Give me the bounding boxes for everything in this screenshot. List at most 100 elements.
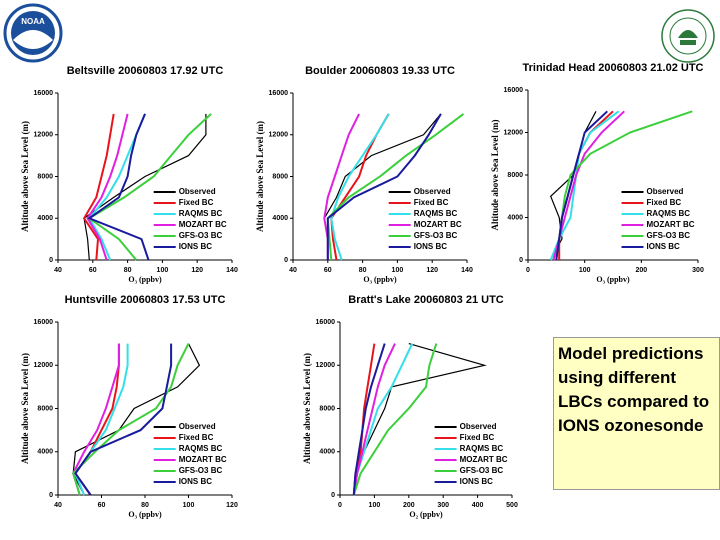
chart: Boulder 20060803 19.33 UTC 40 60 80 100 120 14… [255,65,473,284]
y-tick-label: 4000 [37,215,53,222]
profile-line [555,110,608,261]
x-tick-label: 60 [89,267,97,274]
logo-text: NOAA [21,17,45,26]
x-tick-label: 120 [191,267,203,274]
legend-label: Observed [647,187,684,196]
x-tick-label: 0 [526,267,530,274]
profile-line [352,343,438,496]
profile-line [83,113,207,261]
legend-label: Observed [179,422,216,431]
legend-label: GFS-O3 BC [647,231,691,240]
chart: Huntsville 20060803 17.53 UTC 40 60 80 100 12… [20,294,238,519]
legend-label: GFS-O3 BC [460,466,504,475]
y-axis-label: Altitude above Sea Level (m) [302,353,312,464]
x-tick-label: 40 [289,267,297,274]
x-tick-label: 200 [403,502,415,509]
y-tick-label: 8000 [37,173,53,180]
y-tick-label: 4000 [507,214,523,221]
chart: Bratt's Lake 20060803 21 UTC 0 100 200 300 40… [302,294,518,519]
y-axis-label: Altitude above Sea Level (m) [20,353,30,464]
x-axis-label: O₂ (ppbv) [409,510,443,519]
x-axis-label: O₃ (ppbv) [596,275,630,284]
y-tick-label: 8000 [507,172,523,179]
y-tick-label: 16000 [34,319,54,326]
y-tick-label: 4000 [319,449,335,456]
legend-label: Fixed BC [179,433,214,442]
chart-title: Boulder 20060803 19.33 UTC [305,65,455,77]
legend-label: Fixed BC [647,198,682,207]
chart-title: Huntsville 20060803 17.53 UTC [65,294,226,306]
x-tick-label: 300 [437,502,449,509]
x-tick-label: 40 [54,267,62,274]
profile-line [352,343,396,496]
y-tick-label: 0 [284,257,288,264]
x-tick-label: 120 [426,267,438,274]
legend-label: IONS BC [460,477,494,486]
y-tick-label: 8000 [319,405,335,412]
x-tick-label: 80 [359,267,367,274]
x-tick-label: 100 [157,267,169,274]
profile-line [86,113,129,261]
legend-label: Observed [179,187,216,196]
y-tick-label: 12000 [269,132,289,139]
y-axis-label: Altitude above Sea Level (m) [490,120,500,231]
legend-label: RAQMS BC [647,209,691,218]
legend-label: IONS BC [414,242,448,251]
legend-label: Fixed BC [179,198,214,207]
legend-label: RAQMS BC [414,209,458,218]
chart: Trinidad Head 20060803 21.02 UTC 0 100 200 3… [490,62,704,284]
legend-label: MOZART BC [414,220,462,229]
legend-label: Fixed BC [414,198,449,207]
y-tick-label: 12000 [316,362,336,369]
x-axis-label: O₃ (ppbv) [128,275,162,284]
legend-label: MOZART BC [179,455,227,464]
profile-line [82,113,115,261]
y-axis-label: Altitude above Sea Level (m) [20,121,30,232]
noaa-logo: NOAA [3,3,63,63]
x-tick-label: 0 [338,502,342,509]
x-tick-label: 80 [141,502,149,509]
x-axis-label: O₃ (ppbv) [363,275,397,284]
x-tick-label: 100 [579,267,591,274]
legend-label: GFS-O3 BC [179,466,223,475]
legend-label: GFS-O3 BC [179,231,223,240]
x-tick-label: 100 [369,502,381,509]
y-axis-label: Altitude above Sea Level (m) [255,121,265,232]
profile-line [330,113,390,261]
profile-line [74,343,120,496]
chart-title: Trinidad Head 20060803 21.02 UTC [523,62,704,74]
x-tick-label: 100 [392,267,404,274]
epa-logo [661,9,715,63]
profile-line [87,113,150,261]
y-tick-label: 8000 [272,173,288,180]
x-tick-label: 300 [692,267,704,274]
profile-line [72,343,201,496]
legend-label: GFS-O3 BC [414,231,458,240]
y-tick-label: 0 [519,257,523,264]
legend-label: MOZART BC [179,220,227,229]
legend-label: IONS BC [179,477,213,486]
x-tick-label: 40 [54,502,62,509]
legend-label: MOZART BC [647,220,695,229]
y-tick-label: 12000 [34,132,54,139]
y-tick-label: 0 [331,492,335,499]
legend-label: IONS BC [179,242,213,251]
x-tick-label: 120 [226,502,238,509]
x-axis-label: O₃ (ppbv) [128,510,162,519]
y-tick-label: 16000 [316,319,336,326]
y-tick-label: 0 [49,492,53,499]
profile-line [87,113,212,261]
x-tick-label: 140 [461,267,473,274]
legend-label: Fixed BC [460,433,495,442]
legend-label: RAQMS BC [179,209,223,218]
y-tick-label: 4000 [37,449,53,456]
legend-label: IONS BC [647,242,681,251]
x-tick-label: 140 [226,267,238,274]
x-tick-label: 200 [635,267,647,274]
y-tick-label: 0 [49,257,53,264]
legend-label: Observed [460,422,497,431]
profile-line [352,343,386,496]
y-tick-label: 12000 [34,362,54,369]
y-tick-label: 12000 [504,129,524,136]
